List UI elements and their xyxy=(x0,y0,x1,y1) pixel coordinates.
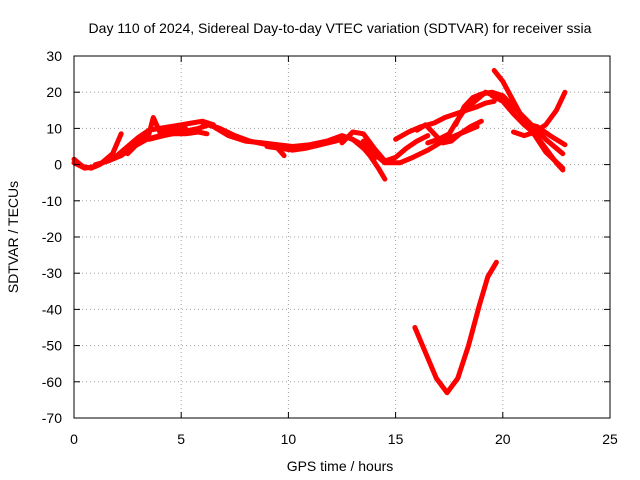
y-tick-label: -10 xyxy=(42,193,62,209)
series-line-sat-o xyxy=(489,93,566,173)
y-tick-label: 10 xyxy=(46,120,62,136)
x-tick-label: 15 xyxy=(388,431,404,447)
series-group xyxy=(71,68,568,396)
series-line-sat-q xyxy=(521,120,568,148)
x-tick-label: 0 xyxy=(70,431,78,447)
y-tick-label: -20 xyxy=(42,229,62,245)
series-line-sat-g xyxy=(264,134,388,182)
y-tick-label: -30 xyxy=(42,265,62,281)
axis-ticks: 0 5 10 15 20 25 30 20 10 0 -10 -20 -30 -40 -50 -60 -70 xyxy=(42,48,618,447)
x-axis-title: GPS time / hours xyxy=(287,458,394,474)
series-line-sat-d xyxy=(125,115,188,157)
grid xyxy=(74,56,610,418)
y-tick-label: 20 xyxy=(46,84,62,100)
series-line-sat-r xyxy=(412,259,499,396)
x-tick-label: 25 xyxy=(602,431,618,447)
x-tick-label: 20 xyxy=(495,431,511,447)
chart-title: Day 110 of 2024, Sidereal Day-to-day VTE… xyxy=(89,20,592,36)
y-tick-label: 30 xyxy=(46,48,62,64)
y-tick-label: -60 xyxy=(42,374,62,390)
x-tick-label: 10 xyxy=(281,431,297,447)
y-tick-label: -40 xyxy=(42,301,62,317)
y-tick-label: -50 xyxy=(42,338,62,354)
series-line-sat-k xyxy=(414,118,484,146)
y-tick-label: -70 xyxy=(42,410,62,426)
x-tick-label: 5 xyxy=(177,431,185,447)
y-tick-label: 0 xyxy=(54,157,62,173)
y-axis-title: SDTVAR / TECUs xyxy=(5,181,21,293)
